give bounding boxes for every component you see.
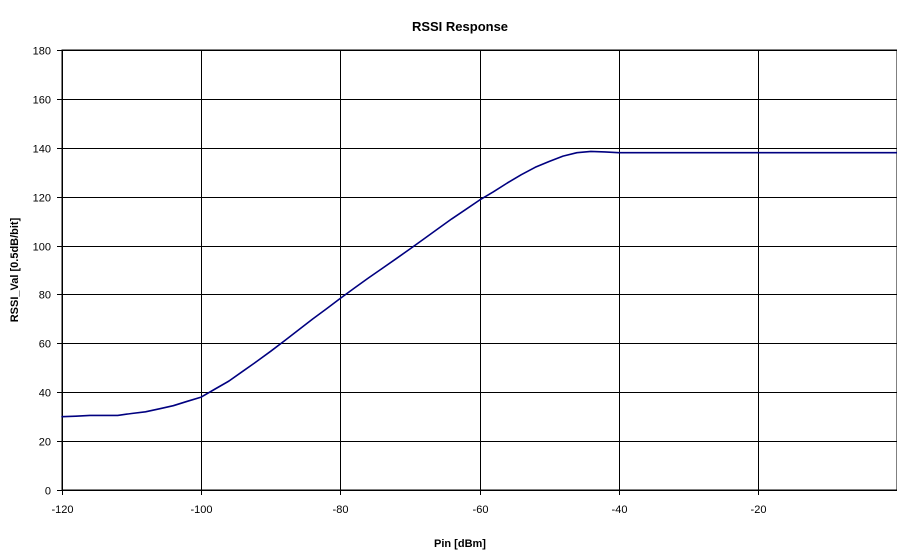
y-axis-label: RSSI_Val [0.5dB/bit] [9, 217, 21, 322]
series [61, 150, 897, 418]
x-tick-label: -20 [751, 504, 767, 516]
y-axis: 0 20 40 60 80 100 120 140 160 180 [33, 46, 62, 498]
y-tick-label: 140 [33, 144, 51, 156]
grid [62, 50, 897, 491]
x-tick-label: -100 [190, 504, 212, 516]
y-tick-label: 160 [33, 95, 51, 107]
y-tick-label: 180 [33, 46, 51, 58]
y-tick-label: 80 [39, 290, 51, 302]
x-tick-label: -120 [51, 504, 73, 516]
x-axis: -120 -100 -80 -60 -40 -20 [51, 490, 766, 516]
plot-frame [61, 49, 897, 491]
x-axis-label: Pin [dBm] [434, 538, 486, 550]
x-tick-label: -80 [333, 504, 349, 516]
x-tick-label: -40 [612, 504, 628, 516]
y-tick-label: 40 [39, 388, 51, 400]
y-tick-label: 20 [39, 437, 51, 449]
series-line-rssi [61, 150, 897, 418]
y-tick-label: 0 [45, 486, 51, 498]
x-tick-label: -60 [473, 504, 489, 516]
chart-title: RSSI Response [412, 19, 508, 34]
y-tick-label: 100 [33, 242, 51, 254]
y-tick-label: 60 [39, 339, 51, 351]
y-tick-label: 120 [33, 193, 51, 205]
